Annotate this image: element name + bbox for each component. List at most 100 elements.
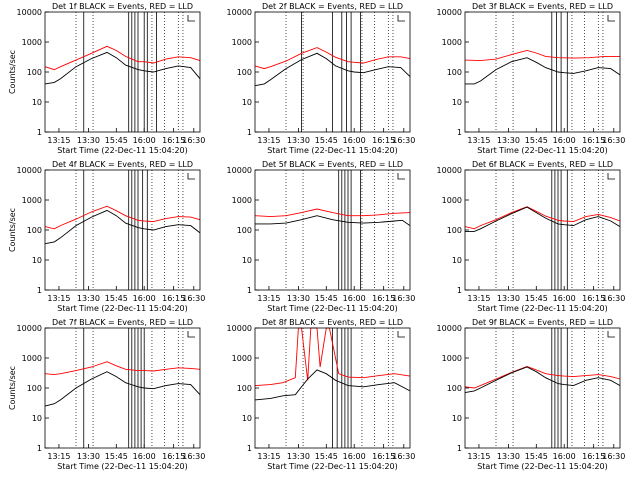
panel-title: Det 8f BLACK = Events, RED = LLD	[262, 318, 403, 327]
x-tick-label: 15:45	[105, 136, 128, 145]
detector-panel-4: Det 4f BLACK = Events, RED = LLD 1 10 100 10…	[8, 160, 205, 313]
plot-frame	[44, 11, 201, 133]
corner-bracket-icon	[397, 15, 405, 22]
y-tick-label: 10000	[437, 324, 462, 333]
y-tick-label: 1	[457, 444, 462, 453]
y-tick-label: 100	[447, 68, 462, 77]
red-lld-series	[44, 45, 201, 71]
detector-panel-1: Det 1f BLACK = Events, RED = LLD 1 10 100 10…	[8, 2, 205, 155]
x-tick-label: 15:45	[525, 294, 548, 303]
y-tick-label: 1	[37, 128, 42, 137]
black-events-series	[465, 206, 621, 232]
y-tick-label: 10000	[17, 8, 42, 17]
x-tick-label: 13:30	[287, 136, 310, 145]
x-tick-label: 15:45	[105, 452, 128, 461]
x-tick-label: 16:00	[133, 452, 156, 461]
y-tick-label: 1000	[22, 354, 42, 363]
red-lld-series	[464, 50, 620, 62]
panel-title: Det 3f BLACK = Events, RED = LLD	[472, 2, 613, 11]
y-tick-label: 100	[27, 384, 42, 393]
y-tick-label: 1	[37, 444, 42, 453]
x-tick-label: 13:30	[287, 452, 310, 461]
y-tick-label: 100	[447, 226, 462, 235]
x-tick-label: 16:15	[372, 452, 395, 461]
panel-title: Det 2f BLACK = Events, RED = LLD	[262, 2, 403, 11]
red-lld-series	[44, 361, 201, 376]
x-tick-label: 16:15	[582, 136, 605, 145]
panel-title: Det 6f BLACK = Events, RED = LLD	[472, 160, 613, 169]
x-tick-label: 16:30	[182, 136, 205, 145]
panel-title: Det 1f BLACK = Events, RED = LLD	[52, 2, 193, 11]
x-tick-label: 16:00	[343, 136, 366, 145]
plot-frame	[44, 169, 201, 291]
x-tick-label: 15:45	[315, 136, 338, 145]
x-tick-label: 16:30	[182, 452, 205, 461]
x-tick-label: 16:15	[582, 452, 605, 461]
y-tick-label: 10	[242, 256, 252, 265]
red-lld-series	[464, 366, 621, 389]
y-tick-label: 10000	[227, 8, 252, 17]
x-axis-label: Start Time (22-Dec-11 15:04:20)	[267, 146, 398, 155]
x-tick-label: 16:00	[553, 294, 576, 303]
black-events-series	[464, 366, 621, 394]
y-tick-label: 1000	[442, 196, 462, 205]
detector-panel-9: Det 9f BLACK = Events, RED = LLD 1 10 100 10…	[437, 318, 626, 471]
red-lld-series	[254, 208, 411, 218]
panel-title: Det 4f BLACK = Events, RED = LLD	[52, 160, 193, 169]
corner-bracket-icon	[187, 331, 195, 338]
x-axis-label: Start Time (22-Dec-11 15:04:20)	[57, 304, 188, 313]
detector-panel-5: Det 5f BLACK = Events, RED = LLD 1 10 100 10…	[227, 160, 416, 313]
y-tick-label: 1	[457, 286, 462, 295]
x-tick-label: 13:15	[467, 294, 490, 303]
y-tick-label: 100	[237, 226, 252, 235]
y-tick-label: 10000	[227, 166, 252, 175]
black-events-series	[255, 215, 411, 226]
x-tick-label: 16:30	[392, 294, 415, 303]
y-tick-label: 10	[452, 98, 462, 107]
black-events-series	[44, 209, 201, 245]
x-axis-label: Start Time (22-Dec-11 15:04:20)	[57, 146, 188, 155]
x-axis-label: Start Time (22-Dec-11 15:04:20)	[477, 304, 608, 313]
y-tick-label: 100	[237, 68, 252, 77]
black-events-series	[44, 51, 201, 85]
x-tick-label: 13:30	[77, 136, 100, 145]
y-tick-label: 10000	[437, 8, 462, 17]
y-tick-label: 100	[27, 226, 42, 235]
detector-panel-7: Det 7f BLACK = Events, RED = LLD 1 10 100 10…	[8, 318, 205, 471]
corner-bracket-icon	[607, 15, 615, 22]
x-tick-label: 15:45	[315, 294, 338, 303]
black-events-series	[254, 52, 411, 87]
y-tick-label: 10000	[17, 166, 42, 175]
y-tick-label: 1000	[22, 196, 42, 205]
y-tick-label: 1	[247, 286, 252, 295]
x-tick-label: 13:15	[467, 136, 490, 145]
y-tick-label: 100	[237, 384, 252, 393]
x-tick-label: 16:15	[582, 294, 605, 303]
y-tick-label: 1000	[232, 196, 252, 205]
y-tick-label: 10	[32, 414, 42, 423]
y-tick-label: 1000	[232, 354, 252, 363]
y-tick-label: 1000	[22, 38, 42, 47]
x-tick-label: 15:45	[525, 452, 548, 461]
x-axis-label: Start Time (22-Dec-11 15:04:20)	[267, 304, 398, 313]
panel-title: Det 7f BLACK = Events, RED = LLD	[52, 318, 193, 327]
y-tick-label: 10	[32, 98, 42, 107]
y-axis-label: Counts/sec	[8, 366, 17, 410]
y-tick-label: 10	[32, 256, 42, 265]
y-tick-label: 10000	[227, 324, 252, 333]
y-tick-label: 1	[457, 128, 462, 137]
panel-title: Det 9f BLACK = Events, RED = LLD	[472, 318, 613, 327]
red-lld-series	[44, 205, 201, 230]
red-lld-series	[254, 327, 411, 387]
x-tick-label: 13:15	[47, 294, 70, 303]
y-tick-label: 10	[242, 98, 252, 107]
corner-bracket-icon	[187, 173, 195, 180]
x-tick-label: 16:15	[372, 136, 395, 145]
y-axis-label: Counts/sec	[8, 208, 17, 252]
x-axis-label: Start Time (22-Dec-11 15:04:20)	[267, 462, 398, 471]
y-tick-label: 10	[452, 414, 462, 423]
y-tick-label: 1	[247, 444, 252, 453]
x-tick-label: 13:30	[287, 294, 310, 303]
x-tick-label: 13:15	[257, 452, 280, 461]
detector-panel-6: Det 6f BLACK = Events, RED = LLD 1 10 100 10…	[437, 160, 626, 313]
